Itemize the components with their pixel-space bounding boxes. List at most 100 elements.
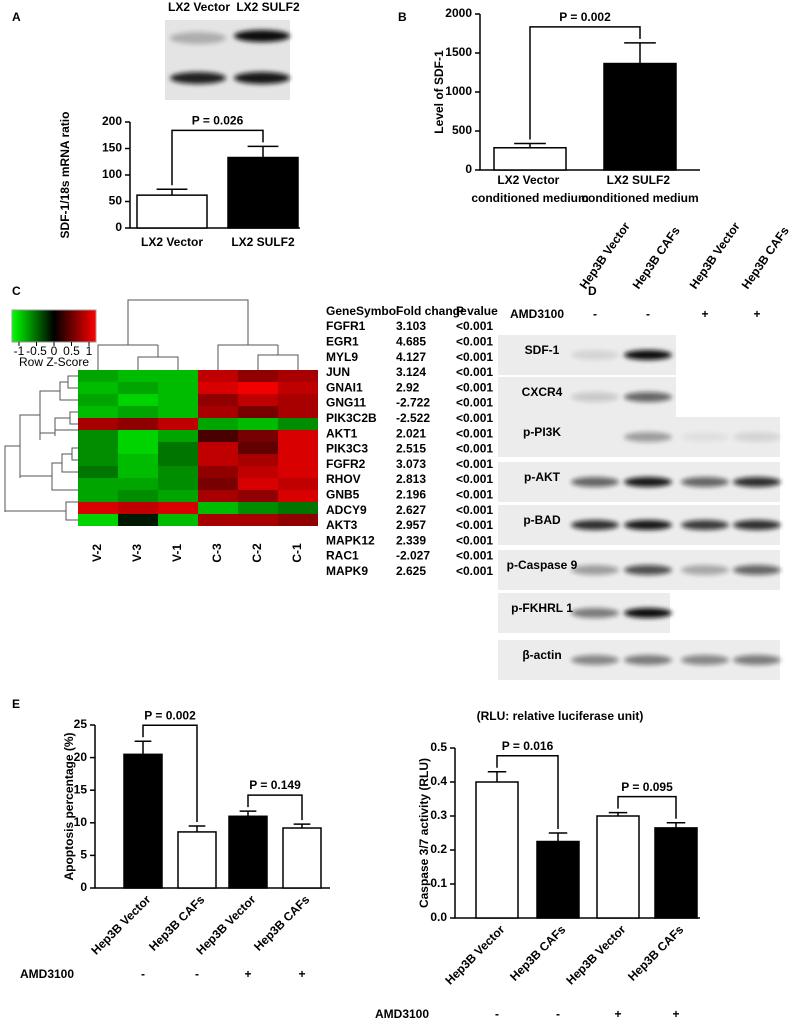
table-cell: RHOV (326, 472, 361, 486)
table-cell: -2.522 (396, 411, 430, 425)
treatment-sign: - (141, 967, 145, 981)
heatmap-cell (158, 370, 198, 382)
table-cell: RAC1 (326, 549, 359, 563)
heatmap-cell (198, 430, 238, 442)
y-tick-label: 0.3 (430, 808, 447, 822)
table-cell: MYL9 (326, 350, 358, 364)
table-cell: 4.127 (396, 350, 426, 364)
heatmap-cell (198, 514, 238, 526)
heatmap-cell (238, 442, 278, 454)
significance-bracket (142, 724, 198, 823)
table-cell: <0.001 (456, 426, 493, 440)
heatmap-cell (198, 418, 238, 430)
heatmap-cell (198, 382, 238, 394)
heatmap-cell (78, 442, 118, 454)
blot-band (681, 432, 729, 442)
heatmap-cell (118, 382, 158, 394)
heatmap-cell (118, 502, 158, 514)
y-tick-label: 0 (115, 220, 122, 234)
table-cell: GNAI1 (326, 380, 363, 394)
heatmap-cell (118, 430, 158, 442)
heatmap-cell (198, 370, 238, 382)
blot-band (733, 477, 781, 487)
blot-band (571, 520, 619, 530)
blot-row-label: p-FKHRL 1 (511, 601, 573, 615)
heatmap-cell (78, 394, 118, 406)
bar (228, 815, 268, 889)
blot-lane-label: Hep3B Vector (577, 219, 633, 291)
heatmap-cell (158, 478, 198, 490)
treatment-sign: - (646, 307, 650, 321)
y-axis-label: SDF-1/18s mRNA ratio (58, 112, 72, 239)
blot-band (571, 477, 619, 487)
bar (536, 840, 580, 919)
heatmap-column-label: V-2 (90, 544, 104, 562)
table-cell: PIK3C3 (326, 442, 368, 456)
blot-band (624, 350, 672, 360)
heatmap-cell (118, 478, 158, 490)
heatmap-cell (78, 502, 118, 514)
heatmap-cell (78, 382, 118, 394)
treatment-sign: - (195, 967, 199, 981)
x-tick-label: LX2 Vector conditioned medium (471, 173, 588, 205)
heatmap-cell (78, 478, 118, 490)
y-tick-label: 0.4 (430, 774, 447, 788)
blot-row-label: p-BAD (523, 513, 561, 527)
heatmap-cell (118, 394, 158, 406)
table-cell: <0.001 (456, 380, 493, 394)
table-cell: <0.001 (456, 518, 493, 532)
x-tick-label: Hep3B CAFs (625, 922, 687, 984)
heatmap-cell (78, 370, 118, 382)
heatmap-cell (158, 418, 198, 430)
column-dendrogram (97, 299, 299, 370)
treatment-sign: + (701, 307, 708, 321)
x-tick-label: LX2 Vector (141, 235, 203, 249)
blot-band (624, 608, 672, 618)
y-axis-label: Apoptosis percentage (%) (62, 732, 76, 880)
y-tick-label: 100 (102, 167, 122, 181)
blot-band (571, 655, 619, 665)
blot-band (170, 72, 226, 84)
table-cell: 2.021 (396, 426, 426, 440)
blot-band (733, 432, 781, 442)
blot-band (733, 655, 781, 665)
bar (177, 831, 217, 889)
y-tick-label: 10 (74, 815, 88, 829)
key-tick-label: 0 (51, 344, 58, 358)
heatmap-cell (238, 514, 278, 526)
heatmap-cell (238, 466, 278, 478)
blot-row-label: p-AKT (524, 470, 561, 484)
heatmap-cell (118, 406, 158, 418)
heatmap-cell (198, 478, 238, 490)
significance-bracket (496, 755, 559, 829)
heatmap-cell (278, 454, 318, 466)
heatmap-cell (198, 454, 238, 466)
y-axis-label: Caspase 3/7 activity (RLU) (417, 758, 431, 908)
table-cell: <0.001 (456, 411, 493, 425)
key-tick-label: 1 (86, 344, 93, 358)
y-tick-label: 1500 (445, 45, 472, 59)
heatmap-cell (198, 466, 238, 478)
table-cell: PIK3C2B (326, 411, 377, 425)
heatmap-cell (78, 454, 118, 466)
table-cell: <0.001 (456, 457, 493, 471)
table-cell: <0.001 (456, 472, 493, 486)
table-cell: EGR1 (326, 334, 359, 348)
heatmap-cell (238, 382, 278, 394)
chart-title: (RLU: relative luciferase unit) (477, 709, 644, 723)
blot-band (234, 72, 290, 84)
blot-band (170, 32, 226, 44)
heatmap-cell (238, 370, 278, 382)
heatmap-cell (158, 442, 198, 454)
table-cell: <0.001 (456, 365, 493, 379)
heatmap-cell (158, 430, 198, 442)
heatmap-cell (158, 406, 198, 418)
heatmap-cell (238, 454, 278, 466)
key-tick-label: -0.5 (26, 344, 47, 358)
heatmap-cell (118, 418, 158, 430)
bar (654, 827, 698, 919)
bar (596, 815, 640, 919)
y-tick-label: 20 (74, 750, 88, 764)
table-cell: 4.685 (396, 334, 426, 348)
heatmap-cell (278, 418, 318, 430)
